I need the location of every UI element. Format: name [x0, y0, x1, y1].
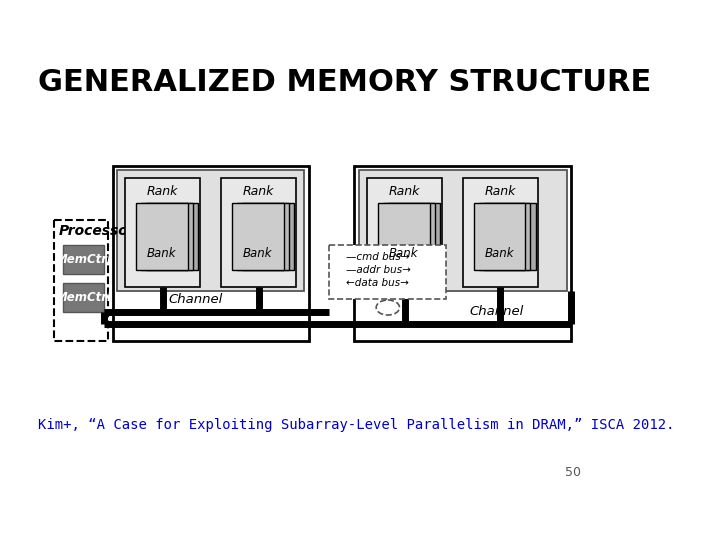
- Bar: [474, 203, 526, 270]
- Bar: [112, 166, 309, 341]
- Bar: [367, 178, 442, 287]
- Bar: [221, 178, 296, 287]
- Bar: [463, 178, 538, 287]
- Bar: [141, 203, 193, 270]
- Text: Rank: Rank: [147, 185, 179, 198]
- Text: Bank: Bank: [147, 247, 176, 260]
- Bar: [330, 245, 446, 299]
- Bar: [63, 282, 104, 312]
- Text: GENERALIZED MEMORY STRUCTURE: GENERALIZED MEMORY STRUCTURE: [37, 68, 651, 97]
- Bar: [479, 203, 531, 270]
- Bar: [359, 170, 567, 291]
- Bar: [237, 203, 289, 270]
- Bar: [117, 170, 305, 291]
- Ellipse shape: [376, 300, 400, 315]
- Bar: [484, 203, 536, 270]
- Text: Rank: Rank: [485, 185, 516, 198]
- Text: —cmd bus→: —cmd bus→: [346, 252, 410, 262]
- Text: Rank: Rank: [243, 185, 274, 198]
- Text: Channel: Channel: [469, 305, 523, 318]
- Text: Channel: Channel: [169, 293, 223, 306]
- Text: Bank: Bank: [485, 247, 514, 260]
- Text: Bank: Bank: [389, 247, 418, 260]
- Bar: [146, 203, 198, 270]
- Bar: [125, 178, 200, 287]
- Text: 50: 50: [565, 465, 581, 478]
- Text: Rank: Rank: [389, 185, 420, 198]
- Bar: [136, 203, 188, 270]
- Bar: [388, 203, 440, 270]
- Text: Bank: Bank: [243, 247, 272, 260]
- Bar: [383, 203, 435, 270]
- Text: MemCtrl: MemCtrl: [55, 253, 112, 267]
- Text: MemCtrl: MemCtrl: [55, 291, 112, 304]
- Text: —addr bus→: —addr bus→: [346, 265, 411, 275]
- Bar: [63, 245, 104, 274]
- Bar: [242, 203, 294, 270]
- Text: ←data bus→: ←data bus→: [346, 278, 409, 288]
- Bar: [354, 166, 572, 341]
- Bar: [54, 220, 109, 341]
- Bar: [378, 203, 430, 270]
- Bar: [232, 203, 284, 270]
- Text: Processor: Processor: [58, 224, 135, 238]
- Text: Kim+, “A Case for Exploiting Subarray-Level Parallelism in DRAM,” ISCA 2012.: Kim+, “A Case for Exploiting Subarray-Le…: [37, 418, 674, 433]
